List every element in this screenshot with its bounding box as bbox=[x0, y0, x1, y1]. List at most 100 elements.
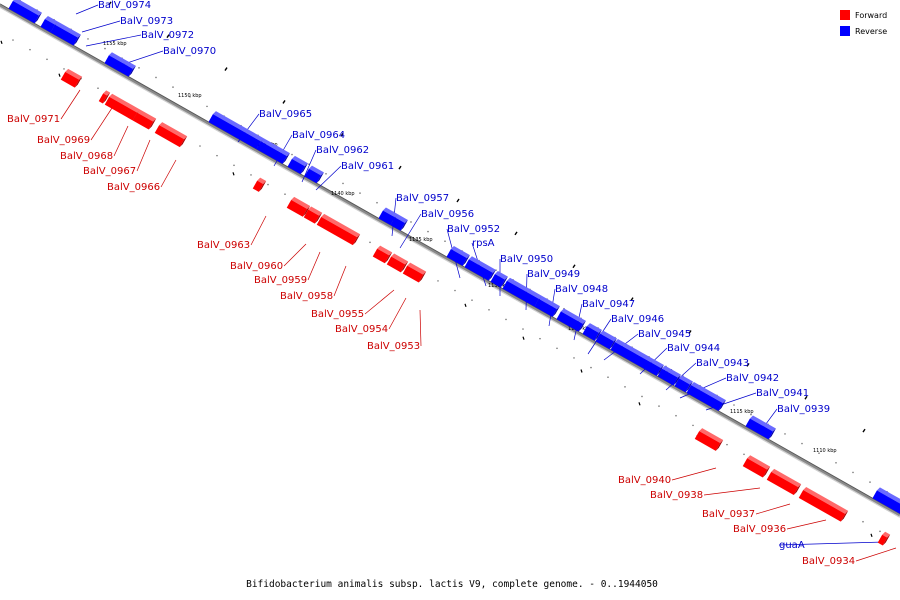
backbone-line bbox=[0, 3, 900, 517]
gene-top-face bbox=[321, 213, 361, 238]
gene-feature[interactable] bbox=[582, 323, 602, 341]
gene-feature[interactable] bbox=[745, 415, 776, 440]
gene-features[interactable] bbox=[8, 0, 900, 546]
gene-label[interactable]: BalV_0940 bbox=[618, 475, 671, 486]
gene-front-face bbox=[304, 168, 321, 184]
gene-end-face bbox=[300, 163, 308, 175]
tick-dot bbox=[437, 280, 439, 282]
gene-feature[interactable] bbox=[798, 487, 849, 522]
gene-feature[interactable] bbox=[877, 531, 891, 546]
gene-feature[interactable] bbox=[402, 262, 427, 283]
gene-feature[interactable] bbox=[104, 52, 136, 77]
gene-feature[interactable] bbox=[464, 256, 496, 281]
gene-feature[interactable] bbox=[50, 21, 81, 46]
gene-label[interactable]: BalV_0937 bbox=[702, 509, 755, 520]
gene-label[interactable]: BalV_0944 bbox=[667, 343, 720, 354]
gene-label[interactable]: BalV_0934 bbox=[802, 556, 855, 567]
genome-backbone bbox=[0, 3, 900, 518]
gene-label[interactable]: rpsA bbox=[472, 238, 495, 249]
gene-label[interactable]: BalV_0939 bbox=[777, 404, 830, 415]
gene-feature[interactable] bbox=[595, 330, 617, 350]
gene-label[interactable]: guaA bbox=[779, 540, 805, 551]
gene-labels[interactable]: BalV_0974 BalV_0973 BalV_0972 BalV_0970 BalV… bbox=[7, 0, 855, 567]
gene-label[interactable]: BalV_0946 bbox=[611, 314, 664, 325]
gene-label[interactable]: BalV_0964 bbox=[292, 130, 345, 141]
gene-feature[interactable] bbox=[694, 428, 724, 451]
gene-label[interactable]: BalV_0945 bbox=[638, 329, 691, 340]
gene-feature[interactable] bbox=[657, 365, 681, 386]
gene-feature[interactable] bbox=[686, 382, 726, 411]
gene-label[interactable]: BalV_0973 bbox=[120, 16, 173, 27]
tick-dot bbox=[369, 241, 371, 244]
tick-dot bbox=[284, 193, 286, 195]
gene-feature[interactable] bbox=[390, 214, 408, 231]
gene-front-face bbox=[872, 490, 900, 514]
gene-end-face bbox=[673, 374, 681, 386]
gene-label[interactable]: BalV_0971 bbox=[7, 114, 60, 125]
tick-mark bbox=[746, 362, 750, 367]
gene-label[interactable]: BalV_0953 bbox=[367, 341, 420, 352]
gene-feature[interactable] bbox=[98, 90, 111, 104]
gene-feature[interactable] bbox=[386, 253, 409, 273]
gene-feature[interactable] bbox=[674, 375, 693, 393]
tick-mark bbox=[630, 297, 634, 302]
gene-label[interactable]: BalV_0972 bbox=[141, 30, 194, 41]
gene-top-face bbox=[394, 214, 408, 223]
gene-feature[interactable] bbox=[446, 246, 470, 266]
gene-label[interactable]: BalV_0961 bbox=[341, 161, 394, 172]
gene-label[interactable]: BalV_0974 bbox=[98, 0, 151, 11]
gene-feature[interactable] bbox=[742, 455, 771, 478]
gene-label[interactable]: BalV_0950 bbox=[500, 254, 553, 265]
gene-feature[interactable] bbox=[372, 245, 393, 264]
tick-dot bbox=[410, 221, 412, 223]
gene-label[interactable]: BalV_0959 bbox=[254, 275, 307, 286]
gene-label[interactable]: BalV_0966 bbox=[107, 182, 160, 193]
gene-label[interactable]: BalV_0955 bbox=[311, 309, 364, 320]
gene-label[interactable]: BalV_0948 bbox=[555, 284, 608, 295]
gene-feature[interactable] bbox=[556, 308, 586, 332]
gene-label[interactable]: BalV_0958 bbox=[280, 291, 333, 302]
gene-feature[interactable] bbox=[303, 206, 323, 224]
gene-label[interactable]: BalV_0936 bbox=[733, 524, 786, 535]
tick-mark bbox=[862, 428, 866, 433]
gene-feature[interactable] bbox=[304, 165, 324, 184]
gene-label[interactable]: BalV_0943 bbox=[696, 358, 749, 369]
gene-label[interactable]: BalV_0947 bbox=[582, 299, 635, 310]
gene-feature[interactable] bbox=[104, 93, 141, 121]
gene-label[interactable]: BalV_0949 bbox=[527, 269, 580, 280]
gene-label[interactable]: BalV_0963 bbox=[197, 240, 250, 251]
gene-feature[interactable] bbox=[490, 270, 508, 288]
gene-label[interactable]: BalV_0969 bbox=[37, 135, 90, 146]
gene-feature[interactable] bbox=[872, 487, 900, 514]
gene-front-face bbox=[686, 385, 723, 411]
gene-label[interactable]: BalV_0957 bbox=[396, 193, 449, 204]
gene-label[interactable]: BalV_0970 bbox=[163, 46, 216, 57]
gene-feature[interactable] bbox=[132, 109, 157, 130]
gene-label[interactable]: BalV_0960 bbox=[230, 261, 283, 272]
gene-top-face bbox=[291, 155, 308, 167]
gene-feature[interactable] bbox=[534, 295, 560, 317]
gene-label[interactable]: BalV_0942 bbox=[726, 373, 779, 384]
gene-label[interactable]: BalV_0941 bbox=[756, 388, 809, 399]
gene-label[interactable]: BalV_0938 bbox=[650, 490, 703, 501]
gene-feature[interactable] bbox=[286, 196, 311, 217]
gene-feature[interactable] bbox=[60, 68, 83, 88]
gene-feature[interactable] bbox=[766, 468, 802, 496]
gene-label[interactable]: BalV_0954 bbox=[335, 324, 388, 335]
legend-forward-label: Forward bbox=[855, 11, 887, 20]
gene-feature[interactable] bbox=[256, 138, 290, 164]
gene-feature[interactable] bbox=[610, 338, 664, 376]
gene-feature[interactable] bbox=[287, 155, 308, 175]
gene-leader-line bbox=[60, 89, 81, 120]
gene-label[interactable]: BalV_0956 bbox=[421, 209, 474, 220]
gene-feature[interactable] bbox=[316, 213, 361, 246]
gene-label[interactable]: BalV_0967 bbox=[83, 166, 136, 177]
gene-label[interactable]: BalV_0952 bbox=[447, 224, 500, 235]
gene-feature[interactable] bbox=[252, 177, 267, 192]
gene-label[interactable]: BalV_0962 bbox=[316, 145, 369, 156]
gene-feature[interactable] bbox=[154, 122, 188, 148]
gene-feature[interactable] bbox=[8, 0, 42, 24]
gene-label[interactable]: BalV_0968 bbox=[60, 151, 113, 162]
gene-label[interactable]: BalV_0965 bbox=[259, 109, 312, 120]
